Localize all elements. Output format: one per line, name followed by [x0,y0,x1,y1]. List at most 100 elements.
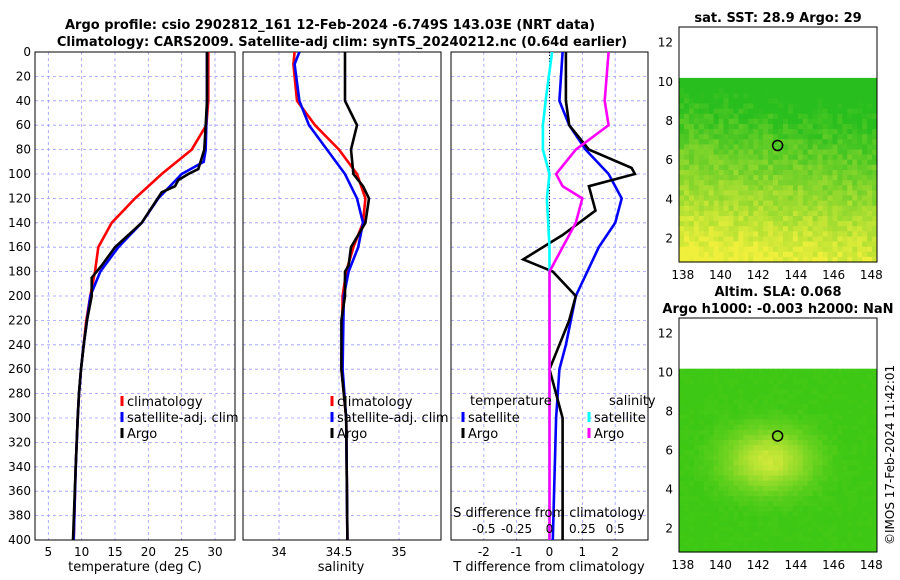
difference-temperature-legend-label: Argo [468,427,498,442]
map-cell [679,190,685,197]
map-cell [802,77,809,84]
map-cell [723,241,729,248]
map-cell [703,490,710,497]
salinity-xtick-label: 34 [271,545,286,559]
map-cell [753,221,759,227]
map-cell [728,378,734,385]
map-cell [763,93,769,99]
map-cell [867,434,873,441]
map-cell [679,108,685,115]
map-cell [688,450,695,456]
map-cell [688,460,695,467]
map-cell [787,521,794,528]
map-cell [748,501,754,507]
map-cell [748,434,754,441]
map-cell [713,103,720,110]
map-cell [753,164,759,171]
map-cell [693,419,700,426]
map-cell [758,394,764,400]
map-cell [748,241,754,248]
temperature-xtick-label: 25 [174,545,189,559]
map-cell [688,501,695,507]
map-cell [688,103,695,110]
map-cell [773,170,779,176]
map-cell [733,455,739,461]
map-cell [802,134,809,140]
map-cell [708,159,715,166]
map-cell [693,241,700,248]
map-cell [827,118,833,125]
map-cell [852,149,858,156]
map-cell [862,159,868,166]
map-cell [748,216,754,222]
map-cell [812,190,819,197]
salinity-diff-tick-label: 0.25 [569,522,596,536]
map-cell [792,216,799,222]
map-cell [822,200,828,207]
map-cell [718,246,725,253]
map-cell [743,485,749,492]
map-cell [847,429,853,436]
map-cell [723,389,729,395]
map-cell [872,154,878,161]
map-cell [817,210,824,217]
map-cell [733,144,739,151]
map-cell [753,98,759,105]
title-line1: Argo profile: csio 2902812_161 12-Feb-20… [65,18,595,33]
map-cell [723,460,729,467]
map-cell [832,246,838,253]
map-cell [783,404,789,410]
map-cell [872,531,878,538]
map-cell [852,241,858,248]
map-cell [679,154,685,161]
map-cell [743,210,749,217]
map-cell [693,531,700,538]
map-cell [827,511,833,517]
map-cell [817,149,824,156]
map-cell [693,185,700,191]
map-cell [768,154,774,161]
map-cell [728,139,734,145]
map-cell [872,88,878,94]
map-cell [713,88,720,94]
map-cell [679,465,685,472]
map-cell [763,170,769,176]
map-cell [728,108,734,115]
map-cell [679,185,685,191]
map-cell [768,164,774,171]
map-cell [822,226,828,232]
map-cell [708,373,715,380]
map-cell [857,526,863,533]
map-cell [817,118,824,125]
map-cell [847,399,853,405]
map-cell [723,506,729,512]
map-cell [708,164,715,171]
map-cell [733,434,739,441]
map-cell [753,368,759,375]
map-cell [743,531,749,538]
map-cell [832,108,838,115]
map-cell [778,108,784,115]
map-cell [797,460,804,467]
map-cell [817,246,824,253]
map-cell [847,175,853,181]
salinity-frame [242,51,442,541]
map-cell [688,231,695,237]
map-cell [827,434,833,441]
map-cell [832,373,838,380]
map-cell [733,108,739,115]
map-cell [812,480,819,487]
map-cell [748,83,754,89]
map-cell [768,251,774,258]
map-cell [758,409,764,416]
map-cell [862,195,868,202]
map-cell [847,129,853,135]
map-cell [773,180,779,186]
map-cell [688,511,695,517]
map-cell [733,139,739,145]
map-cell [728,409,734,416]
map-cell [867,511,873,517]
map-cell [827,536,833,543]
map-cell [758,465,764,472]
map-cell [827,373,833,380]
